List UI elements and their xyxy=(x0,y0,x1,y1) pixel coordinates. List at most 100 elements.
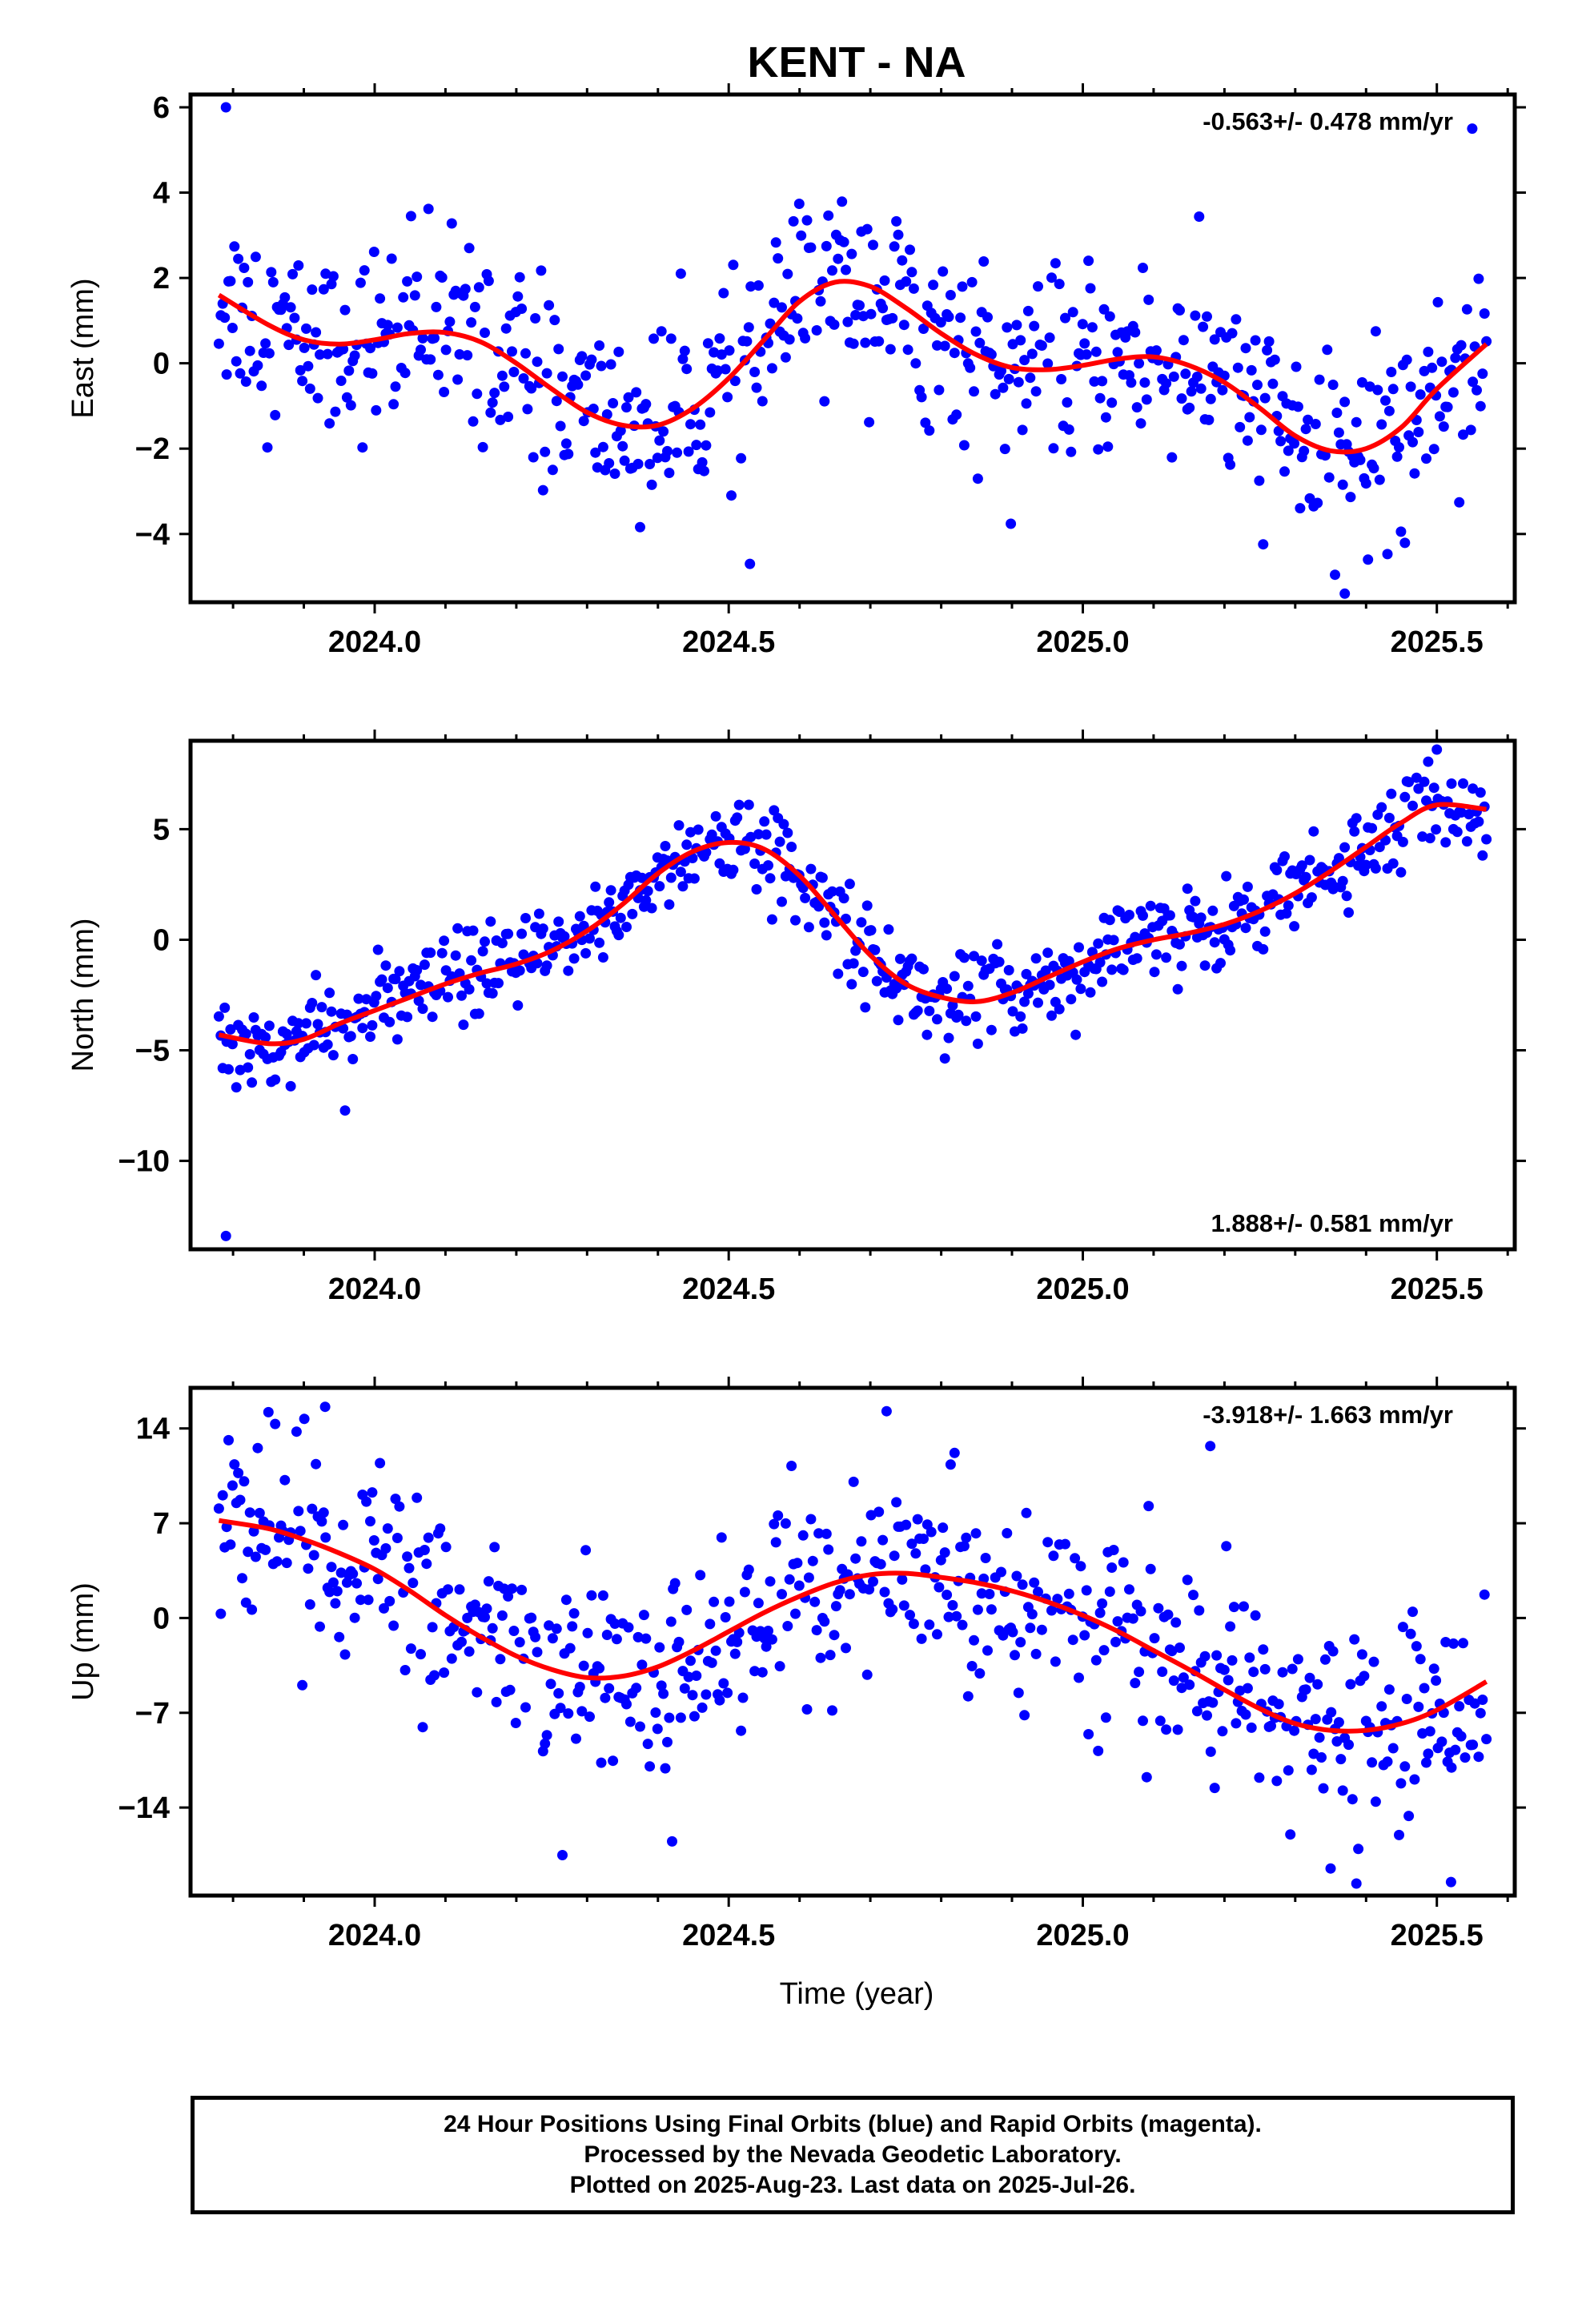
data-point xyxy=(1395,526,1407,537)
data-point xyxy=(885,344,896,355)
data-point xyxy=(250,1551,261,1562)
data-point xyxy=(926,1526,937,1538)
data-point xyxy=(1326,1707,1337,1718)
data-point xyxy=(1327,380,1339,390)
data-point xyxy=(1098,304,1110,315)
data-point xyxy=(412,1492,423,1503)
data-point xyxy=(1356,1649,1367,1660)
data-point xyxy=(823,210,834,221)
data-point xyxy=(1333,853,1344,864)
data-point xyxy=(584,1711,595,1723)
data-point xyxy=(1168,371,1179,382)
data-point xyxy=(1473,816,1484,827)
data-point xyxy=(371,991,382,1002)
data-point xyxy=(391,1533,403,1543)
data-point xyxy=(1458,778,1468,789)
data-point xyxy=(716,1532,727,1543)
data-point xyxy=(263,1406,274,1417)
data-point xyxy=(357,1023,368,1034)
data-point xyxy=(1431,824,1442,835)
data-point xyxy=(792,1558,803,1569)
data-point xyxy=(1360,859,1371,870)
data-point xyxy=(906,1538,917,1550)
data-point xyxy=(481,978,492,989)
data-point xyxy=(672,447,683,458)
data-point xyxy=(1337,479,1348,490)
data-point xyxy=(681,1604,693,1615)
data-point xyxy=(1339,842,1351,853)
data-point xyxy=(303,1563,314,1574)
data-point xyxy=(409,290,420,301)
data-point xyxy=(299,342,310,353)
data-point xyxy=(652,1723,663,1735)
data-point xyxy=(1209,937,1220,948)
data-point xyxy=(1054,279,1065,290)
data-point xyxy=(1048,443,1059,454)
data-point xyxy=(594,340,605,351)
data-point xyxy=(920,1564,931,1575)
data-point xyxy=(749,1666,761,1677)
data-point xyxy=(380,1543,391,1554)
data-point xyxy=(1094,957,1106,968)
data-point xyxy=(1450,1744,1461,1755)
data-point xyxy=(685,1655,696,1667)
data-point xyxy=(1135,418,1146,429)
data-point xyxy=(322,348,333,360)
data-point xyxy=(660,1763,671,1774)
data-point xyxy=(636,872,648,883)
data-point xyxy=(544,300,555,311)
data-point xyxy=(699,465,709,476)
data-point xyxy=(745,558,756,569)
data-point xyxy=(829,319,840,330)
data-point xyxy=(1225,945,1236,956)
data-point xyxy=(803,922,814,933)
data-point xyxy=(1063,1588,1074,1599)
data-point xyxy=(1460,725,1471,735)
data-point xyxy=(1403,1811,1415,1822)
data-point xyxy=(1421,453,1431,464)
data-point xyxy=(229,1459,240,1470)
data-point xyxy=(805,1514,817,1525)
data-point xyxy=(856,917,867,928)
data-point xyxy=(1021,1507,1032,1518)
data-point xyxy=(697,1702,708,1713)
data-point xyxy=(345,1031,356,1042)
data-point xyxy=(825,1650,836,1661)
data-point xyxy=(790,915,801,926)
data-point xyxy=(1399,537,1411,549)
data-point xyxy=(468,925,479,936)
data-point xyxy=(957,1619,968,1630)
data-point xyxy=(1029,1577,1040,1588)
data-point xyxy=(1345,492,1356,503)
data-point xyxy=(939,1547,950,1558)
data-point xyxy=(1239,1601,1249,1612)
data-point xyxy=(1174,305,1185,316)
data-point xyxy=(307,998,318,1008)
data-point xyxy=(1279,851,1290,862)
data-point xyxy=(1006,518,1017,529)
data-point xyxy=(419,1545,430,1555)
data-point xyxy=(347,1568,359,1579)
data-point xyxy=(572,379,584,390)
data-point xyxy=(1207,905,1219,916)
data-point xyxy=(705,407,716,418)
data-point xyxy=(586,1590,597,1601)
data-point xyxy=(412,271,423,283)
data-point xyxy=(1436,1736,1447,1747)
data-point xyxy=(563,965,574,976)
data-point xyxy=(351,1578,362,1589)
data-point xyxy=(1176,960,1187,971)
data-point xyxy=(1199,1651,1211,1662)
data-point xyxy=(1312,497,1323,509)
data-point xyxy=(749,858,761,869)
data-point xyxy=(367,1019,378,1031)
data-point xyxy=(1161,1724,1172,1735)
data-point xyxy=(887,312,898,324)
data-point xyxy=(1002,1528,1013,1538)
data-point xyxy=(615,912,626,923)
data-point xyxy=(388,399,400,410)
data-point xyxy=(759,816,770,827)
data-point xyxy=(1409,468,1420,479)
data-point xyxy=(982,312,993,323)
data-point xyxy=(800,332,811,344)
